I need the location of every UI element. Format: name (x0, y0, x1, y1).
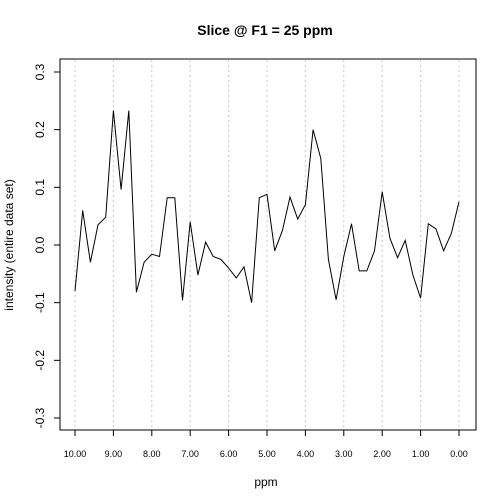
x-tick-label-8: 2.00 (373, 449, 391, 459)
y-tick-label-4: 0.1 (33, 179, 47, 196)
x-tick-label-6: 4.00 (297, 449, 315, 459)
chart-title: Slice @ F1 = 25 ppm (197, 22, 332, 38)
x-tick-label-5: 5.00 (258, 449, 276, 459)
y-tick-label-6: 0.3 (33, 63, 47, 80)
x-axis: 10.00 9.00 8.00 7.00 6.00 5.00 4.00 3.00 2.00 1.0… (64, 430, 468, 459)
series-line-0 (74, 110, 460, 303)
grid-layer (74, 60, 460, 429)
plot-frame (59, 58, 477, 431)
x-tick-label-0: 10.00 (64, 449, 87, 459)
x-tick-label-7: 3.00 (335, 449, 353, 459)
y-axis: -0.3 -0.2 -0.1 0.0 0.1 0.2 0.3 (33, 63, 60, 428)
x-tick-label-1: 9.00 (105, 449, 123, 459)
y-tick-label-3: 0.0 (33, 236, 47, 253)
series-layer (74, 110, 460, 303)
x-tick-label-2: 8.00 (143, 449, 161, 459)
x-tick-label-3: 7.00 (181, 449, 199, 459)
y-tick-label-2: -0.1 (33, 292, 47, 313)
y-tick-label-5: 0.2 (33, 121, 47, 138)
y-tick-label-0: -0.3 (33, 407, 47, 428)
x-axis-label: ppm (254, 475, 277, 489)
y-axis-label: intensity (entire data set) (2, 179, 16, 310)
x-tick-label-4: 6.00 (220, 449, 238, 459)
x-tick-label-10: 0.00 (450, 449, 468, 459)
y-tick-label-1: -0.2 (33, 350, 47, 371)
x-tick-label-9: 1.00 (412, 449, 430, 459)
